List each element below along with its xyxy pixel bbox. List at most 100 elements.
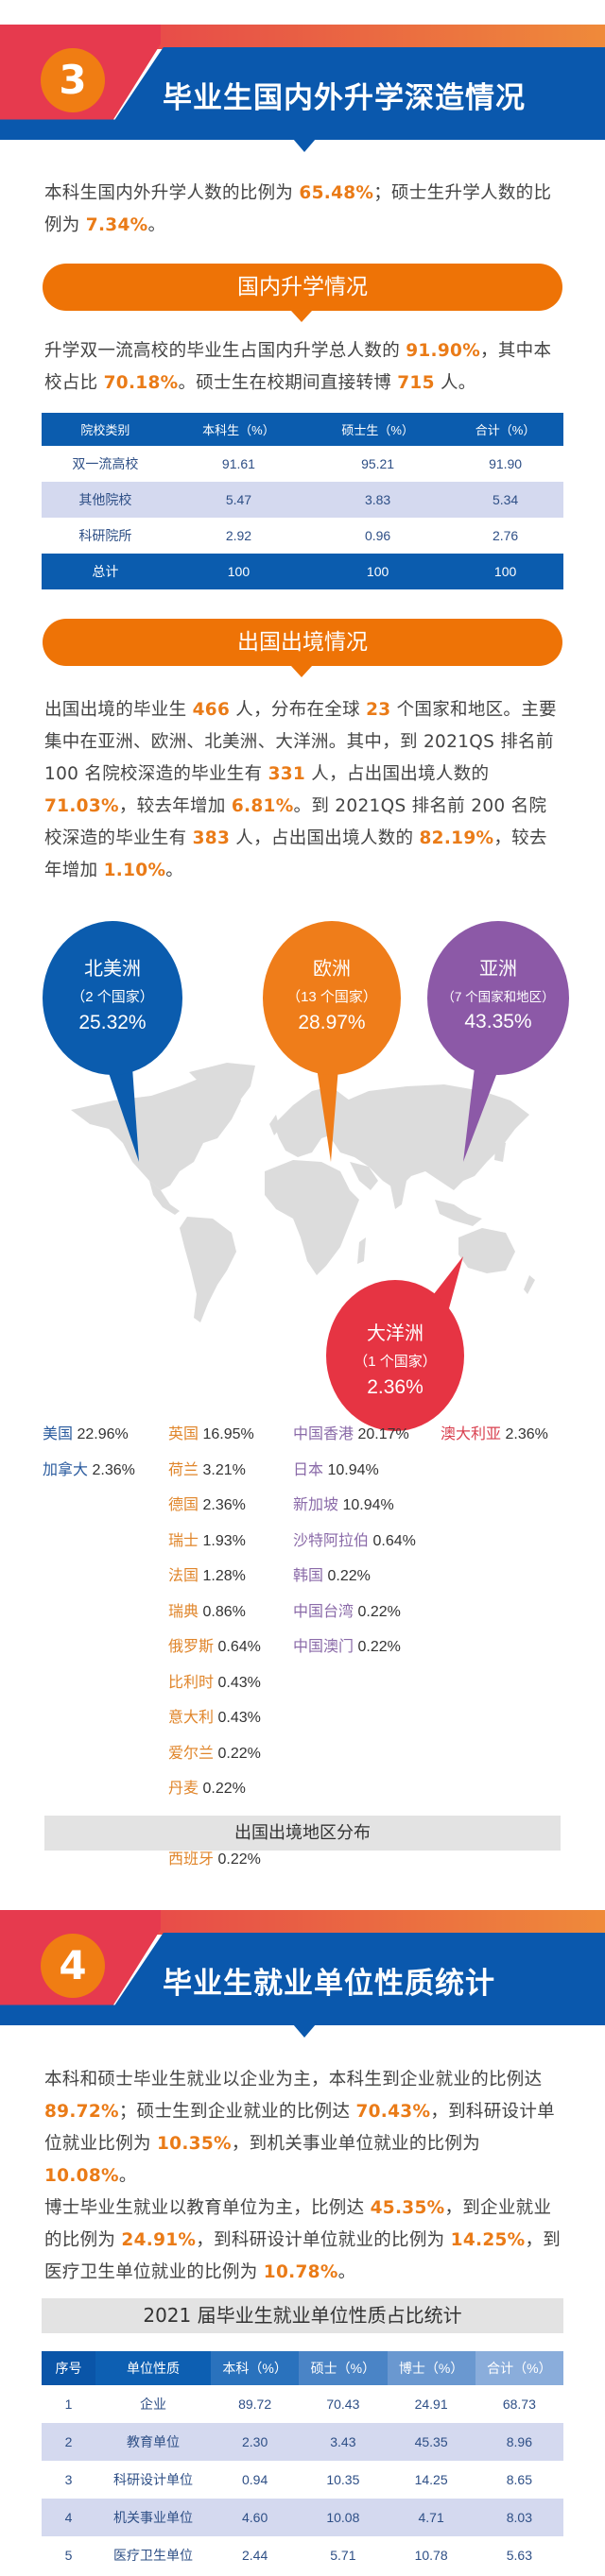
table-cell: 科研设计单位 xyxy=(113,2472,193,2487)
text: 人，占出国出境人数的 xyxy=(230,828,420,848)
country-name: 西班牙 xyxy=(168,1851,215,1868)
text: ，到科研设计单位就业的比例为 xyxy=(196,2230,451,2250)
table-cell: 8.03 xyxy=(475,2499,563,2536)
text: 个国家和地区。主要集中在亚洲、欧洲、北美洲、大洋洲。其中，到 2021QS 排名… xyxy=(44,700,557,784)
bubble-asia: 亚洲 （7 个国家和地区） 43.35% xyxy=(427,921,569,1075)
abroad-study-heading: 出国出境情况 xyxy=(43,619,562,677)
table-cell: 10.08 xyxy=(299,2499,388,2536)
employment-paragraph-1: 本科和硕士毕业生就业以企业为主，本科生到企业就业的比例达 89.72%；硕士生到… xyxy=(44,2064,562,2192)
highlight-value: 91.90% xyxy=(406,341,481,361)
table-row: 其他院校 5.47 3.83 5.34 xyxy=(42,482,563,518)
table-cell: 14.25 xyxy=(414,2472,448,2487)
text: 本科和硕士毕业生就业以企业为主，本科生到企业就业的比例达 xyxy=(44,2070,543,2090)
region-distribution-caption: 出国出境地区分布 xyxy=(44,1816,561,1851)
table-cell: 5.71 xyxy=(330,2548,356,2563)
country-name: 新加坡 xyxy=(293,1497,339,1513)
list-item: 中国台湾 0.22% xyxy=(293,1595,416,1630)
highlight-value: 715 xyxy=(397,373,435,393)
continent-percent: 43.35% xyxy=(464,1011,532,1032)
highlight-value: 65.48% xyxy=(299,183,374,203)
table-cell: 其他院校 xyxy=(42,482,169,518)
table-row: 4 机关事业单位 4.60 10.08 4.71 8.03 xyxy=(42,2499,563,2536)
list-item: 沙特阿拉伯 0.64% xyxy=(293,1524,416,1560)
oceania-pin-tail xyxy=(430,1256,463,1308)
country-name: 韩国 xyxy=(293,1568,324,1584)
list-item: 日本 10.94% xyxy=(293,1453,416,1489)
employment-paragraph-2: 博士毕业生就业以教育单位为主，比例达 45.35%，到企业就业的比例为 24.9… xyxy=(44,2192,562,2289)
continent-count: （2 个国家） xyxy=(71,989,154,1005)
country-percent: 0.22% xyxy=(202,1781,246,1797)
text: ；硕士生升学人数的比例为 xyxy=(44,183,552,235)
highlight-value: 10.08% xyxy=(44,2166,119,2186)
highlight-value: 383 xyxy=(192,828,231,848)
text: ，较去年增加 xyxy=(118,796,232,816)
table-header-row: 院校类别 本科生（%） 硕士生（%） 合计（%） xyxy=(42,413,563,446)
country-percent: 16.95% xyxy=(202,1426,254,1442)
table-cell: 1 xyxy=(64,2397,73,2412)
bubble-north-america: 北美洲 （2 个国家） 25.32% xyxy=(43,921,182,1075)
country-name: 澳大利亚 xyxy=(441,1426,502,1442)
list-item: 瑞典 0.86% xyxy=(168,1595,261,1630)
table-cell: 91.61 xyxy=(221,456,255,471)
table-cell: 企业 xyxy=(140,2397,166,2412)
table-row: 1 企业 89.72 70.43 24.91 68.73 xyxy=(42,2385,563,2423)
column-header: 单位性质 xyxy=(95,2351,211,2385)
table-cell: 4 xyxy=(42,2499,95,2536)
country-name: 中国澳门 xyxy=(293,1639,354,1655)
list-item: 爱尔兰 0.22% xyxy=(168,1736,261,1772)
country-percent: 1.93% xyxy=(202,1532,246,1549)
domestic-paragraph: 升学双一流高校的毕业生占国内升学总人数的 91.90%，其中本校占比 70.18… xyxy=(44,335,562,400)
list-item: 中国澳门 0.22% xyxy=(293,1629,416,1665)
continent-count: （7 个国家和地区） xyxy=(441,990,555,1004)
country-name: 沙特阿拉伯 xyxy=(293,1532,370,1549)
table-row: 5 医疗卫生单位 2.44 5.71 10.78 5.63 xyxy=(42,2536,563,2574)
abroad-paragraph: 出国出境的毕业生 466 人，分布在全球 23 个国家和地区。主要集中在亚洲、欧… xyxy=(44,694,562,887)
country-name: 德国 xyxy=(168,1497,199,1513)
north-america-country-list: 美国 22.96% 加拿大 2.36% xyxy=(43,1417,135,1488)
table-row: 科研院所 2.92 0.96 2.76 xyxy=(42,518,563,554)
europe-country-list: 英国 16.95% 荷兰 3.21% 德国 2.36% 瑞士 1.93% 法国 … xyxy=(168,1417,261,1878)
table-cell: 4.71 xyxy=(387,2499,475,2536)
text: ，到企业就业的比例为 xyxy=(44,2198,552,2250)
country-name: 爱尔兰 xyxy=(168,1745,215,1762)
text: ，其中本校占比 xyxy=(44,341,552,393)
country-percent: 0.86% xyxy=(202,1603,246,1620)
highlight-value: 14.25% xyxy=(450,2230,526,2250)
table-cell: 10.78 xyxy=(414,2548,448,2563)
banner-pointer xyxy=(293,2024,316,2038)
continent-count: （13 个国家） xyxy=(286,989,377,1005)
column-header: 本科生（%） xyxy=(168,413,309,446)
section-title: 毕业生就业单位性质统计 xyxy=(163,1967,495,2001)
column-header: 合计（%） xyxy=(475,2351,563,2385)
table-cell: 3.83 xyxy=(308,482,448,518)
table-cell: 机关事业单位 xyxy=(95,2499,211,2536)
continent-percent: 2.36% xyxy=(367,1376,424,1398)
table-cell: 0.94 xyxy=(242,2472,268,2487)
table-cell: 45.35 xyxy=(387,2423,475,2461)
continent-name: 北美洲 xyxy=(84,959,141,980)
banner-pointer xyxy=(293,139,316,152)
table-cell: 8.65 xyxy=(506,2472,532,2487)
continent-percent: 25.32% xyxy=(78,1012,147,1033)
north-america-pin-tail xyxy=(107,1067,139,1162)
domestic-study-table: 院校类别 本科生（%） 硕士生（%） 合计（%） 双一流高校 91.61 95.… xyxy=(42,413,563,589)
table-cell: 4.60 xyxy=(211,2499,300,2536)
text: 。 xyxy=(337,2262,356,2282)
text: 升学双一流高校的毕业生占国内升学总人数的 xyxy=(44,341,406,361)
text: 。 xyxy=(147,215,166,235)
list-item: 德国 2.36% xyxy=(168,1488,261,1524)
country-percent: 0.64% xyxy=(372,1532,416,1549)
country-name: 丹麦 xyxy=(168,1781,199,1797)
country-name: 加拿大 xyxy=(43,1461,89,1478)
list-item: 西班牙 0.22% xyxy=(168,1842,261,1878)
table-cell: 2.30 xyxy=(211,2423,300,2461)
europe-pin-tail xyxy=(317,1067,338,1162)
country-percent: 2.36% xyxy=(202,1497,246,1513)
country-name: 意大利 xyxy=(168,1710,215,1726)
country-percent: 2.36% xyxy=(505,1426,548,1442)
column-header: 硕士（%） xyxy=(299,2351,388,2385)
section-number-badge: 3 xyxy=(41,48,105,112)
highlight-value: 331 xyxy=(268,764,306,784)
table-cell: 70.43 xyxy=(326,2397,360,2412)
table-cell: 95.21 xyxy=(361,456,395,471)
